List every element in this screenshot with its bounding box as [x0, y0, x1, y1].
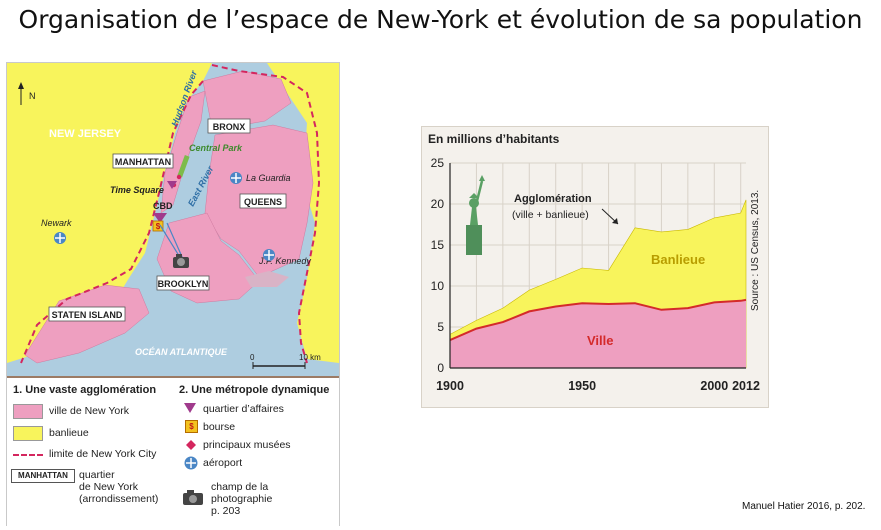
swatch-city [13, 404, 43, 419]
page-title: Organisation de l’espace de New-York et … [18, 5, 863, 34]
label-central-park: Central Park [189, 143, 243, 153]
label-queens: QUEENS [244, 197, 282, 207]
swatch-suburb [13, 426, 43, 441]
legend-museums: principaux musées [203, 439, 291, 451]
airport-newark-icon [54, 232, 66, 244]
north-label: N [29, 91, 36, 101]
scale-ten-km: 10 km [299, 353, 321, 362]
legend-photo-l3: p. 203 [211, 505, 241, 517]
credit-text: Manuel Hatier 2016, p. 202. [742, 501, 866, 512]
city-limit-east [211, 64, 321, 364]
label-manhattan: MANHATTAN [115, 157, 171, 167]
chart-source: Source : US Census, 2013. [750, 190, 761, 311]
y-tick-label: 0 [437, 361, 444, 375]
label-banlieue: Banlieue [651, 252, 705, 267]
population-chart: En millions d’habitants 0 5 10 15 20 25 1900 19… [428, 132, 761, 393]
chart-panel: En millions d’habitants 0 5 10 15 20 25 1900 19… [421, 126, 769, 408]
legend-bourse-icon: $ [185, 420, 198, 433]
bourse-icon [152, 220, 164, 232]
photo-sight-line [166, 222, 184, 260]
annotation-ville-banlieue: (ville + banlieue) [512, 209, 589, 221]
label-staten-island: STATEN ISLAND [52, 310, 123, 320]
map-panel: N NEW JERSEY BRONX MANHATTAN QUEENS BROO… [6, 62, 340, 527]
brooklyn-box [156, 275, 210, 291]
label-jfk: J.F. Kennedy [258, 256, 311, 266]
chart-ylabel: En millions d’habitants [428, 132, 560, 146]
jamaica-bay-marsh [245, 271, 289, 287]
queens-box [239, 193, 287, 209]
x-tick-label: 1900 [436, 379, 464, 393]
line-ville [449, 298, 747, 342]
x-tick-label: 2012 [732, 379, 760, 393]
label-la-guardia: La Guardia [246, 173, 291, 183]
new-jersey-land [7, 63, 212, 363]
annotation-arrow-head-icon [612, 218, 618, 224]
label-ocean: OCÉAN ATLANTIQUE [135, 347, 228, 357]
map-legend: 1. Une vaste agglomération 2. Une métrop… [7, 376, 339, 527]
label-brooklyn: BROOKLYN [158, 279, 209, 289]
camera-icon [173, 254, 189, 268]
legend-col2-title: 2. Une métropole dynamique [179, 384, 330, 396]
photo-sight-line [159, 224, 182, 260]
label-bronx: BRONX [213, 122, 246, 132]
statue-of-liberty-icon [466, 175, 485, 255]
legend-photo-l1: champ de la [211, 481, 269, 493]
east-suburb-land [267, 63, 339, 363]
cbd-triangle-icon [153, 213, 167, 223]
legend-limit: limite de New York City [49, 448, 157, 460]
museum-dot-icon [176, 174, 182, 180]
annotation-agglomeration: Agglomération [514, 193, 592, 205]
legend-business: quartier d’affaires [203, 403, 284, 415]
y-tick-label: 20 [431, 197, 445, 211]
chart-ticks: 0 5 10 15 20 25 1900 1950 2000 2012 [431, 156, 760, 393]
legend-camera-icon [183, 490, 203, 505]
bronx-box [207, 118, 251, 134]
legend-col1-title: 1. Une vaste agglomération [13, 384, 157, 396]
scale-zero: 0 [250, 353, 255, 362]
staten-island-land [24, 284, 150, 364]
label-ville: Ville [587, 333, 614, 348]
x-tick-label: 2000 [700, 379, 728, 393]
airport-la-guardia-icon [230, 172, 242, 184]
legend-suburb: banlieue [49, 427, 89, 439]
new-york-map: N NEW JERSEY BRONX MANHATTAN QUEENS BROO… [7, 63, 339, 376]
y-tick-label: 25 [431, 156, 445, 170]
legend-boro-l3: (arrondissement) [79, 493, 159, 505]
bourse-icon-label: $ [156, 222, 161, 231]
north-arrow-head-icon [18, 82, 24, 89]
x-tick-label: 1950 [568, 379, 596, 393]
legend-city: ville de New York [49, 405, 129, 417]
airport-jfk-icon [263, 249, 275, 261]
legend-airport: aéroport [203, 457, 243, 469]
y-tick-label: 5 [437, 320, 444, 334]
legend-boro-box: MANHATTAN [11, 469, 75, 483]
y-tick-label: 15 [431, 238, 445, 252]
legend-museum-icon [186, 440, 196, 450]
business-district-icon [167, 181, 177, 189]
legend-boro-l2: de New York [79, 481, 138, 493]
label-newark: Newark [41, 218, 72, 228]
y-tick-label: 10 [431, 279, 445, 293]
swatch-limit [13, 454, 43, 456]
legend-photo-l2: photographie [211, 493, 273, 505]
legend-airport-icon [184, 456, 198, 470]
manhattan-box [112, 153, 174, 169]
central-park [177, 154, 190, 178]
label-new-jersey: NEW JERSEY [49, 128, 122, 140]
legend-business-icon [184, 403, 196, 413]
staten-island-box [48, 306, 126, 322]
label-cbd: CBD [153, 201, 173, 211]
area-ville [450, 299, 746, 368]
label-time-square: Time Square [110, 185, 164, 195]
legend-bourse: bourse [203, 421, 236, 433]
legend-boro-l1: quartier [79, 469, 115, 481]
